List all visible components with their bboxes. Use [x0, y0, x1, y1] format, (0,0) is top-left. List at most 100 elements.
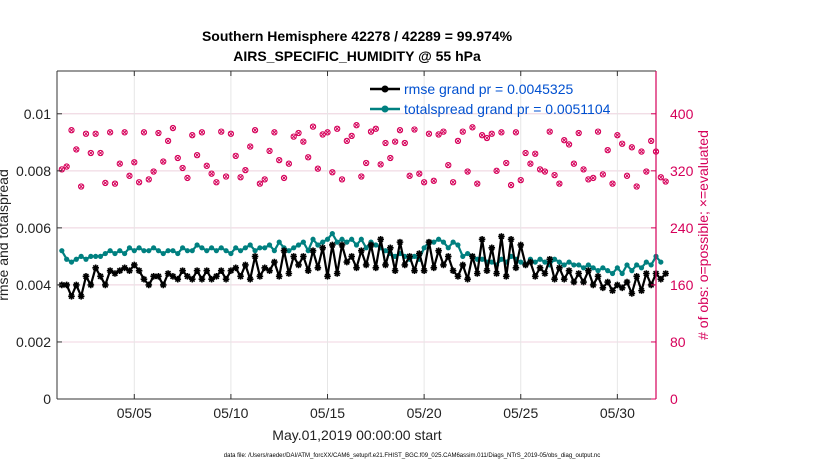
rmse-marker [150, 273, 157, 280]
rmse-marker [382, 261, 389, 269]
rmse-point [575, 270, 583, 277]
obs-count-circle [363, 159, 370, 167]
y-tick-label: 0.004 [16, 277, 51, 293]
totalspread-point [88, 253, 94, 259]
rmse-point [135, 267, 143, 274]
rmse-point [261, 264, 269, 272]
obs-count-cross [638, 149, 645, 155]
obs-count-point [290, 133, 297, 140]
obs-count-circle [222, 173, 230, 180]
rmse-point [295, 261, 302, 269]
obs-count-point [179, 164, 186, 172]
rmse-point [145, 281, 153, 289]
obs-count-circle [63, 163, 70, 170]
obs-count-point [401, 139, 408, 147]
rmse-marker [367, 241, 375, 249]
totalspread-point [160, 250, 166, 257]
obs-count-cross [223, 173, 229, 180]
rmse-marker [246, 275, 254, 283]
obs-count-circle [662, 178, 669, 185]
rmse-marker [411, 267, 418, 274]
obs-count-point [445, 161, 452, 169]
obs-count-circle [580, 166, 587, 173]
obs-count-point [561, 137, 568, 144]
rmse-marker [618, 284, 626, 292]
obs-count-circle [648, 137, 655, 145]
rmse-marker [73, 281, 80, 289]
totalspread-point [349, 236, 355, 242]
y-tick-label: 0.002 [16, 334, 51, 350]
totalspread-point [126, 245, 133, 251]
rmse-point [121, 264, 128, 272]
obs-count-cross [170, 125, 176, 131]
obs-count-circle [614, 132, 621, 139]
totalspread-point [266, 242, 273, 248]
totalspread-point [247, 242, 253, 248]
obs-count-cross [83, 131, 89, 137]
totalspread-point [204, 248, 210, 254]
obs-count-cross [643, 168, 649, 175]
rmse-marker [565, 267, 573, 274]
obs-count-cross [291, 134, 297, 140]
totalspread-point [305, 248, 311, 254]
obs-count-cross [281, 175, 287, 181]
rmse-point [150, 273, 157, 280]
obs-count-point [189, 132, 196, 139]
obs-count-point [348, 132, 355, 140]
totalspread-point [561, 262, 567, 268]
rmse-marker [401, 261, 409, 269]
rmse-marker [396, 238, 404, 246]
rmse-marker [633, 273, 640, 280]
x-tick-label: 05/05 [117, 405, 152, 421]
obs-count-point [599, 171, 607, 178]
rmse-marker [435, 247, 442, 254]
rmse-point [585, 267, 592, 274]
obs-count-point [140, 129, 148, 136]
obs-count-circle [590, 174, 597, 182]
rmse-point [536, 264, 544, 272]
rmse-point [333, 270, 341, 277]
obs-count-point [63, 163, 70, 170]
totalspread-point [141, 248, 147, 254]
obs-count-point [648, 137, 655, 145]
obs-count-point [116, 160, 123, 167]
rmse-marker [295, 261, 302, 269]
totalspread-point [648, 262, 654, 268]
obs-count-point [237, 174, 244, 181]
rmse-marker [145, 281, 153, 289]
rmse-marker [473, 270, 481, 277]
rmse-marker [353, 264, 360, 272]
obs-count-circle [334, 125, 341, 132]
obs-count-point [580, 166, 587, 173]
obs-count-cross [624, 173, 630, 179]
rmse-point [449, 267, 457, 274]
obs-count-point [213, 179, 220, 186]
obs-count-cross [146, 176, 152, 182]
totalspread-point [295, 242, 302, 248]
obs-count-point [459, 128, 466, 135]
obs-count-circle [396, 127, 404, 134]
obs-count-point [551, 171, 558, 179]
obs-count-cross [469, 124, 475, 130]
rmse-point [478, 235, 486, 243]
obs-count-circle [391, 138, 399, 145]
obs-count-point [169, 124, 177, 132]
rmse-point [179, 267, 186, 274]
obs-count-point [160, 158, 167, 165]
obs-count-circle [488, 130, 495, 137]
obs-count-point [256, 180, 264, 187]
obs-count-point [498, 129, 505, 136]
rmse-point [541, 270, 549, 277]
obs-count-circle [565, 141, 573, 148]
obs-count-point [517, 176, 524, 184]
obs-count-cross [445, 162, 451, 168]
obs-count-point [430, 177, 437, 184]
obs-count-circle [420, 179, 428, 186]
rmse-point [82, 273, 90, 280]
obs-count-circle [193, 151, 201, 159]
obs-count-point [150, 168, 157, 175]
rmse-marker [304, 267, 312, 274]
totalspread-point [334, 239, 340, 245]
rmse-point [570, 278, 578, 286]
obs-count-cross [136, 179, 142, 185]
